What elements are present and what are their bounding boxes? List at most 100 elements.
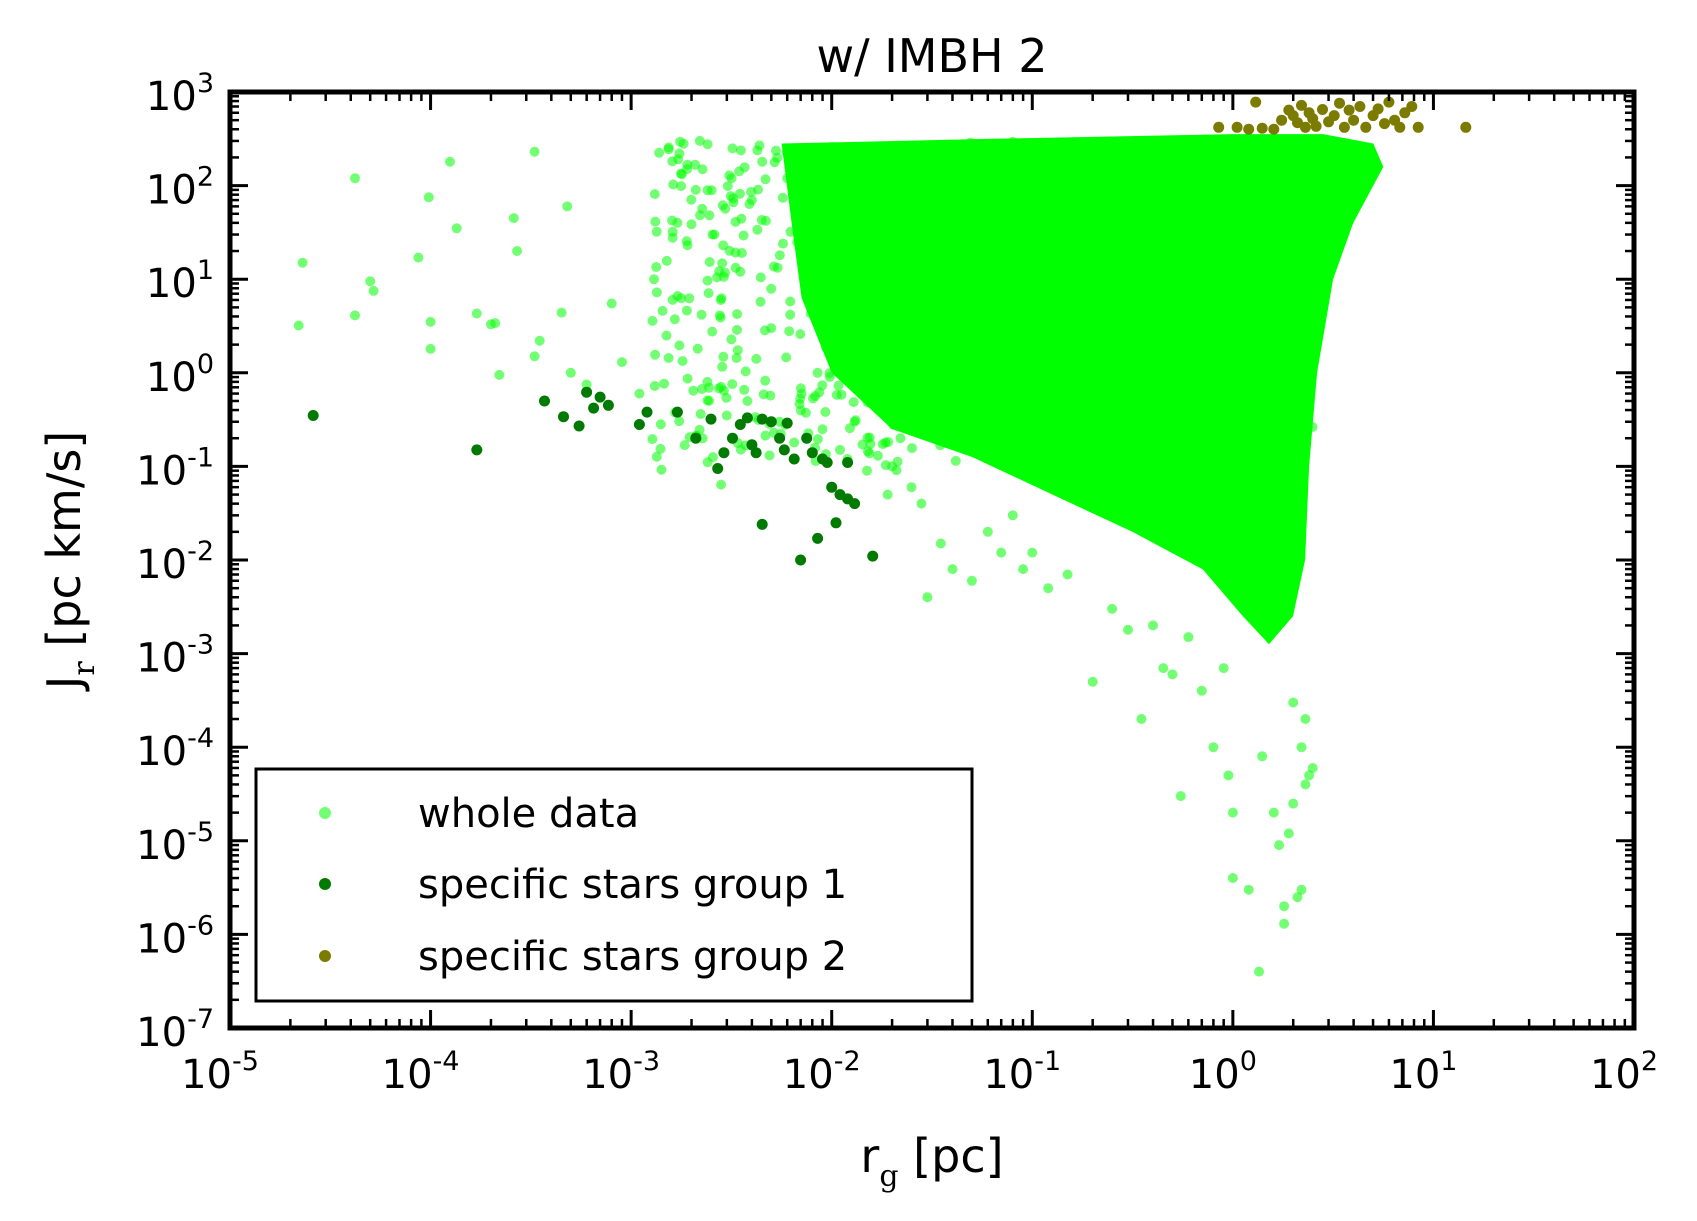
scatter-point-whole-halo <box>949 361 960 372</box>
scatter-point-whole-halo <box>718 351 729 362</box>
scatter-point-whole-halo <box>678 138 689 149</box>
scatter-point-group-2 <box>1348 114 1360 126</box>
scatter-point-whole-halo <box>965 137 976 148</box>
scatter-point-whole-halo <box>982 188 993 199</box>
scatter-point-whole-halo <box>1237 168 1248 179</box>
scatter-point-whole-halo <box>736 248 747 258</box>
scatter-point-whole-halo <box>1038 172 1049 183</box>
scatter-point-whole-halo <box>993 228 1004 239</box>
scatter-point-whole-halo <box>1206 237 1217 248</box>
scatter-point-whole-halo <box>1065 340 1076 351</box>
scatter-point-whole-halo <box>1262 152 1273 163</box>
scatter-point-whole-halo <box>957 226 968 237</box>
y-tick-label: 10-7 <box>136 1004 214 1056</box>
scatter-point-whole-halo <box>942 263 952 274</box>
scatter-point-whole-halo <box>1221 408 1232 419</box>
scatter-point-whole-halo <box>1287 237 1298 248</box>
scatter-point-whole-halo <box>1171 413 1182 424</box>
scatter-point-whole-data <box>425 343 436 354</box>
scatter-point-whole-halo <box>721 392 732 403</box>
scatter-point-whole-data <box>947 564 958 575</box>
scatter-point-whole-data <box>1208 742 1219 753</box>
scatter-point-whole-halo <box>832 173 843 184</box>
scatter-point-whole-halo <box>738 230 749 241</box>
scatter-point-whole-halo <box>1171 288 1182 298</box>
scatter-point-whole-halo <box>702 139 713 150</box>
scatter-point-whole-halo <box>804 209 815 219</box>
scatter-point-whole-halo <box>855 319 866 330</box>
scatter-point-whole-halo <box>726 334 737 345</box>
scatter-point-whole-halo <box>690 159 701 170</box>
scatter-point-whole-halo <box>1031 388 1042 399</box>
scatter-point-whole-halo <box>1256 208 1266 219</box>
scatter-point-whole-halo <box>944 150 955 161</box>
y-tick-label-exp: 3 <box>197 68 214 99</box>
scatter-point-whole-halo <box>704 210 715 221</box>
scatter-point-whole-halo <box>682 373 693 384</box>
scatter-point-whole-halo <box>784 326 795 337</box>
scatter-point-whole-halo <box>978 236 989 247</box>
scatter-point-whole-halo <box>1267 293 1278 304</box>
y-tick-label-exp: 1 <box>197 255 214 286</box>
scatter-point-whole-halo <box>1075 271 1086 282</box>
scatter-point-whole-halo <box>781 352 792 363</box>
scatter-point-whole-halo <box>1190 325 1201 336</box>
scatter-point-whole-halo <box>686 194 697 205</box>
scatter-point-whole-data <box>1223 770 1234 781</box>
scatter-point-whole-halo <box>667 294 678 305</box>
scatter-point-whole-halo <box>1232 182 1242 193</box>
scatter-point-whole-halo <box>651 226 662 237</box>
y-tick-label-base: 10 <box>136 1010 187 1056</box>
scatter-point-group-2 <box>1268 123 1280 135</box>
scatter-point-whole-data <box>906 482 917 493</box>
scatter-point-whole-halo <box>1031 188 1042 198</box>
y-tick-label-base: 10 <box>146 355 197 401</box>
scatter-point-whole-halo <box>1079 357 1090 368</box>
scatter-point-whole-halo <box>681 305 692 316</box>
scatter-point-whole-halo <box>1119 181 1130 192</box>
scatter-point-whole-halo <box>694 424 705 435</box>
scatter-point-whole-halo <box>1220 170 1231 181</box>
scatter-point-group-2 <box>1372 103 1384 115</box>
scatter-point-whole-halo <box>959 143 970 154</box>
scatter-point-whole-halo <box>906 331 917 342</box>
scatter-point-whole-data <box>565 367 576 378</box>
scatter-point-whole-halo <box>914 380 925 391</box>
scatter-point-whole-halo <box>876 290 887 301</box>
series-group-1 <box>307 386 879 566</box>
scatter-point-whole-halo <box>1183 311 1193 322</box>
scatter-point-whole-halo <box>752 224 763 235</box>
scatter-point-whole-halo <box>843 169 854 180</box>
scatter-point-whole-halo <box>1024 206 1035 217</box>
scatter-point-whole-halo <box>679 440 690 451</box>
scatter-point-whole-data <box>996 547 1007 558</box>
scatter-point-whole-halo <box>1075 157 1086 168</box>
scatter-point-whole-halo <box>1007 136 1018 147</box>
y-tick-label: 10-3 <box>136 630 214 682</box>
scatter-point-whole-halo <box>903 244 914 255</box>
scatter-point-whole-halo <box>1065 165 1075 176</box>
scatter-point-whole-halo <box>772 262 783 273</box>
scatter-point-whole-halo <box>1195 446 1206 457</box>
scatter-point-whole-halo <box>1115 194 1126 204</box>
scatter-point-whole-data <box>702 376 713 387</box>
scatter-point-whole-halo <box>732 324 742 335</box>
scatter-point-whole-data <box>916 498 927 509</box>
scatter-point-whole-halo <box>1264 185 1275 196</box>
scatter-point-whole-data <box>690 184 701 195</box>
scatter-point-group-2 <box>1317 104 1328 115</box>
scatter-point-group-2 <box>1328 110 1340 122</box>
scatter-point-whole-halo <box>650 349 661 360</box>
scatter-point-whole-halo <box>777 192 788 203</box>
scatter-point-group-1 <box>594 391 606 403</box>
scatter-point-whole-halo <box>718 240 729 251</box>
x-tick-label-base: 10 <box>382 1052 433 1098</box>
scatter-point-group-2 <box>1334 97 1345 109</box>
scatter-point-whole-halo <box>1193 178 1203 189</box>
scatter-point-whole-data <box>1243 884 1254 895</box>
scatter-point-whole-halo <box>795 329 806 340</box>
scatter-point-whole-halo <box>755 296 766 307</box>
scatter-point-whole-halo <box>972 414 983 425</box>
scatter-point-group-2 <box>1399 107 1411 119</box>
scatter-point-whole-halo <box>1163 371 1174 382</box>
